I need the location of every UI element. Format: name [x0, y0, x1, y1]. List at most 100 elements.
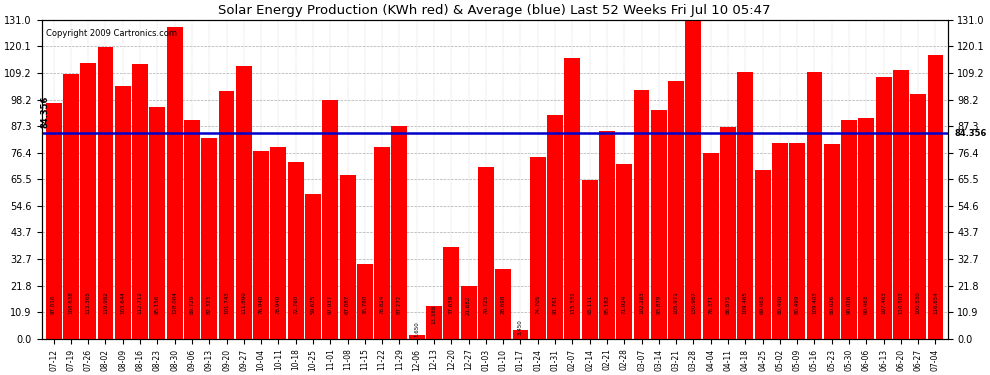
Text: 97.937: 97.937: [328, 295, 333, 315]
Bar: [426, 306, 442, 339]
Text: 84.356: 84.356: [954, 129, 987, 138]
Bar: [824, 144, 840, 339]
Text: 30.780: 30.780: [362, 295, 367, 315]
Text: 112.712: 112.712: [138, 292, 143, 315]
Bar: [305, 194, 321, 339]
Bar: [720, 127, 736, 339]
Bar: [46, 102, 61, 339]
Bar: [582, 180, 598, 339]
Bar: [599, 131, 615, 339]
Bar: [253, 152, 269, 339]
Text: 130.987: 130.987: [691, 292, 696, 315]
Text: 69.463: 69.463: [760, 295, 765, 315]
Text: 100.530: 100.530: [916, 292, 921, 315]
Bar: [391, 126, 408, 339]
Text: 59.625: 59.625: [311, 295, 316, 315]
Bar: [80, 63, 96, 339]
Text: 103.644: 103.644: [121, 292, 126, 315]
Text: 82.323: 82.323: [207, 295, 212, 315]
Bar: [513, 330, 529, 339]
Bar: [323, 100, 339, 339]
Text: 13.388: 13.388: [432, 305, 437, 324]
Bar: [928, 55, 943, 339]
Text: 108.638: 108.638: [68, 292, 73, 315]
Text: 113.365: 113.365: [86, 292, 91, 315]
Text: 93.879: 93.879: [656, 295, 661, 315]
Text: 87.272: 87.272: [397, 295, 402, 315]
Text: 37.639: 37.639: [448, 295, 453, 315]
Title: Solar Energy Production (KWh red) & Average (blue) Last 52 Weeks Fri Jul 10 05:4: Solar Energy Production (KWh red) & Aver…: [219, 4, 771, 17]
Bar: [842, 120, 857, 339]
Bar: [460, 286, 476, 339]
Text: 91.761: 91.761: [552, 295, 557, 315]
Bar: [132, 64, 148, 339]
Bar: [564, 58, 580, 339]
Bar: [149, 107, 165, 339]
Text: 21.682: 21.682: [466, 296, 471, 315]
Bar: [789, 143, 805, 339]
Text: 110.503: 110.503: [898, 292, 904, 315]
Text: 107.463: 107.463: [881, 292, 886, 315]
Bar: [617, 164, 633, 339]
Text: 102.283: 102.283: [639, 292, 644, 315]
Bar: [444, 247, 459, 339]
Text: 109.465: 109.465: [742, 292, 747, 315]
Text: 115.331: 115.331: [570, 292, 575, 315]
Bar: [478, 166, 494, 339]
Text: 80.490: 80.490: [777, 295, 782, 315]
Text: 28.698: 28.698: [501, 295, 506, 315]
Bar: [685, 20, 701, 339]
Text: 90.463: 90.463: [864, 295, 869, 315]
Text: 72.760: 72.760: [293, 295, 298, 315]
Bar: [893, 70, 909, 339]
Text: 85.182: 85.182: [605, 295, 610, 315]
Text: 71.924: 71.924: [622, 295, 627, 315]
Bar: [236, 66, 251, 339]
Bar: [703, 153, 719, 339]
Bar: [357, 264, 373, 339]
Bar: [340, 176, 355, 339]
Bar: [288, 162, 304, 339]
Text: 116.654: 116.654: [933, 292, 938, 315]
Text: 86.875: 86.875: [726, 295, 731, 315]
Text: 76.940: 76.940: [258, 295, 263, 315]
Bar: [219, 91, 235, 339]
Text: 128.064: 128.064: [172, 292, 177, 315]
Bar: [807, 72, 823, 339]
Bar: [98, 46, 114, 339]
Bar: [876, 77, 892, 339]
Bar: [270, 147, 286, 339]
Text: 1.650: 1.650: [414, 321, 419, 337]
Bar: [858, 118, 874, 339]
Text: 78.824: 78.824: [379, 295, 385, 315]
Text: 101.743: 101.743: [224, 292, 229, 315]
Text: 97.016: 97.016: [51, 295, 56, 315]
Text: 89.729: 89.729: [189, 295, 194, 315]
Text: 74.705: 74.705: [536, 295, 541, 315]
Text: 65.111: 65.111: [587, 295, 592, 315]
Bar: [772, 143, 788, 339]
Text: 80.026: 80.026: [830, 295, 835, 315]
Bar: [201, 138, 217, 339]
Bar: [374, 147, 390, 339]
Bar: [115, 86, 131, 339]
Text: 109.403: 109.403: [812, 292, 817, 315]
Bar: [668, 81, 684, 339]
Text: 84.356: 84.356: [41, 96, 50, 129]
Text: Copyright 2009 Cartronics.com: Copyright 2009 Cartronics.com: [47, 29, 177, 38]
Text: 119.982: 119.982: [103, 292, 108, 315]
Bar: [634, 90, 649, 339]
Bar: [530, 157, 545, 339]
Bar: [650, 110, 667, 339]
Bar: [166, 27, 182, 339]
Bar: [495, 269, 511, 339]
Text: 70.725: 70.725: [483, 295, 488, 315]
Text: 78.940: 78.940: [276, 295, 281, 315]
Text: 80.499: 80.499: [795, 295, 800, 315]
Bar: [409, 335, 425, 339]
Text: 95.156: 95.156: [154, 295, 159, 315]
Text: 76.371: 76.371: [708, 295, 713, 315]
Text: 105.971: 105.971: [673, 292, 678, 315]
Text: 3.450: 3.450: [518, 320, 523, 335]
Bar: [547, 116, 563, 339]
